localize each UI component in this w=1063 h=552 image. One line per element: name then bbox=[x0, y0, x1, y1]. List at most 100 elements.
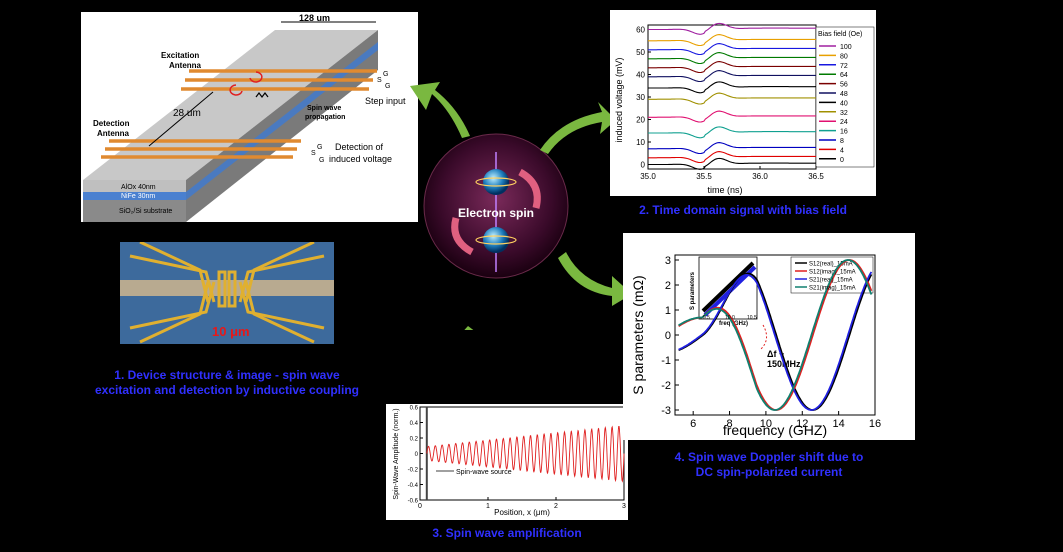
y-tick-label: -2 bbox=[661, 380, 671, 392]
legend-entry: 80 bbox=[840, 53, 848, 60]
inset-line-black bbox=[701, 261, 755, 313]
series-line-56 bbox=[648, 61, 816, 74]
inset-tick-label: 10.0 bbox=[725, 315, 735, 321]
series-line-32 bbox=[648, 92, 816, 105]
x-tick-label: 35.0 bbox=[640, 172, 656, 181]
caption-1: 1. Device structure & image - spin wave … bbox=[94, 368, 360, 397]
gap-label: 28 um bbox=[173, 108, 201, 119]
spin-wave-label: Spin wave bbox=[307, 105, 341, 112]
micro-antennas bbox=[129, 242, 325, 344]
caption-2: 2. Time domain signal with bias field bbox=[639, 203, 847, 217]
layer-substrate bbox=[83, 200, 186, 222]
x-tick-label: 8 bbox=[726, 418, 732, 430]
layer-nife bbox=[83, 192, 186, 200]
svg-text:Antenna: Antenna bbox=[169, 61, 202, 70]
legend-entry: 40 bbox=[840, 100, 848, 107]
y-tick-label: -0.6 bbox=[408, 499, 419, 505]
x-axis-label-4: frequency (GHZ) bbox=[723, 422, 827, 438]
legend-entry: 8 bbox=[840, 138, 844, 145]
y-tick-label: 0.2 bbox=[410, 437, 419, 443]
series-line-8 bbox=[648, 142, 816, 155]
y-tick-label: 0.4 bbox=[410, 421, 419, 427]
legend-entry: 0 bbox=[840, 157, 844, 164]
y-tick-label: 3 bbox=[665, 255, 671, 267]
series-line bbox=[678, 259, 873, 411]
excitation-label: Excitation bbox=[161, 51, 199, 60]
device-micrograph: 10 μm bbox=[120, 242, 334, 344]
y-tick-label: -3 bbox=[661, 405, 671, 417]
device-structure-diagram: AlOx 40nm NiFe 30nm SiO₂/Si substrate 12… bbox=[83, 13, 406, 222]
y-tick-label: 30 bbox=[636, 93, 645, 102]
arrow-to-panel2 bbox=[540, 102, 616, 154]
excitation-antenna bbox=[181, 69, 377, 91]
arrow-to-panel1 bbox=[410, 82, 470, 138]
series-line-100 bbox=[648, 22, 817, 35]
series-line bbox=[678, 271, 873, 411]
x-tick-label: 16 bbox=[869, 418, 881, 430]
scale-label: 10 μm bbox=[212, 324, 250, 339]
x-tick-label: 3 bbox=[622, 503, 626, 510]
inset-tick-label: 10.5 bbox=[747, 315, 757, 321]
film-side bbox=[186, 30, 378, 222]
y-tick-label: 2 bbox=[665, 280, 671, 292]
y-tick-label: -0.2 bbox=[408, 468, 419, 474]
x-tick-label: 10 bbox=[760, 418, 772, 430]
x-tick-label: 0 bbox=[418, 503, 422, 510]
legend-entry: 32 bbox=[840, 110, 848, 117]
y-tick-label: -1 bbox=[661, 355, 671, 367]
inset-y-label: S parameters bbox=[690, 271, 696, 310]
series-line-16 bbox=[648, 126, 817, 139]
arrow-to-panel3 bbox=[464, 326, 474, 330]
x-tick-label: 2 bbox=[554, 503, 558, 510]
series-line-4 bbox=[648, 151, 816, 164]
detection-antenna bbox=[101, 139, 301, 159]
spin-up-icon bbox=[483, 169, 509, 195]
x-axis-label-3: Position, x (μm) bbox=[494, 508, 550, 517]
y-tick-label: 0.6 bbox=[410, 406, 419, 412]
x-tick-label: 1 bbox=[486, 503, 490, 510]
series-line-40 bbox=[648, 81, 817, 94]
x-tick-label: 36.5 bbox=[808, 172, 824, 181]
legend-entry: 16 bbox=[840, 129, 848, 136]
legend-entry: 64 bbox=[840, 72, 848, 79]
y-tick-label: 0 bbox=[415, 452, 419, 458]
green-arrows bbox=[410, 82, 632, 330]
layer-alox bbox=[83, 180, 186, 192]
substrate-label: SiO₂/Si substrate bbox=[119, 208, 172, 215]
delta-f-label: Δf ~ bbox=[767, 349, 784, 359]
center-graphic: Electron spin bbox=[410, 82, 632, 330]
spin-wave-icon bbox=[255, 92, 269, 98]
y-axis-label-4: S parameters (mΩ) bbox=[630, 275, 646, 394]
x-axis-label: time (ns) bbox=[707, 185, 742, 195]
detection-label: Detection bbox=[93, 119, 130, 128]
spin-down-icon bbox=[483, 227, 509, 253]
y-tick-label: 0 bbox=[665, 330, 671, 342]
svg-text:G: G bbox=[319, 157, 324, 164]
legend-entry: 24 bbox=[840, 119, 848, 126]
gap-arrow bbox=[148, 91, 214, 147]
doppler-chart: frequency (GHZ) S parameters (mΩ) freq (… bbox=[630, 254, 881, 438]
legend-entry: 72 bbox=[840, 63, 848, 70]
series-line-80 bbox=[648, 34, 816, 47]
y-tick-label: 1 bbox=[665, 305, 671, 317]
alox-label: AlOx 40nm bbox=[121, 184, 156, 191]
legend-entry: 100 bbox=[840, 44, 852, 51]
svg-text:G: G bbox=[385, 83, 390, 90]
caption-4: 4. Spin wave Doppler shift due to DC spi… bbox=[674, 450, 864, 479]
time-domain-panel: time (ns) induced voltage (mV) Bias fiel… bbox=[610, 10, 876, 196]
legend-entry: 4 bbox=[840, 147, 844, 154]
svg-text:S: S bbox=[311, 150, 316, 157]
y-tick-label: 10 bbox=[636, 138, 645, 147]
svg-text:Antenna: Antenna bbox=[97, 129, 130, 138]
x-tick-label: 14 bbox=[833, 418, 845, 430]
amplitude-line bbox=[426, 425, 625, 483]
device-structure-panel: AlOx 40nm NiFe 30nm SiO₂/Si substrate 12… bbox=[81, 12, 418, 222]
legend-title: Bias field (Oe) bbox=[818, 31, 862, 38]
svg-text:S: S bbox=[377, 77, 382, 84]
time-domain-chart: time (ns) induced voltage (mV) Bias fiel… bbox=[614, 22, 875, 195]
legend-entry: 48 bbox=[840, 91, 848, 98]
y-tick-label: 40 bbox=[636, 71, 645, 80]
arrow-to-panel4 bbox=[558, 252, 632, 306]
legend-entry: S12(imag)_15mA bbox=[809, 270, 856, 276]
y-tick-label: 50 bbox=[636, 48, 645, 57]
